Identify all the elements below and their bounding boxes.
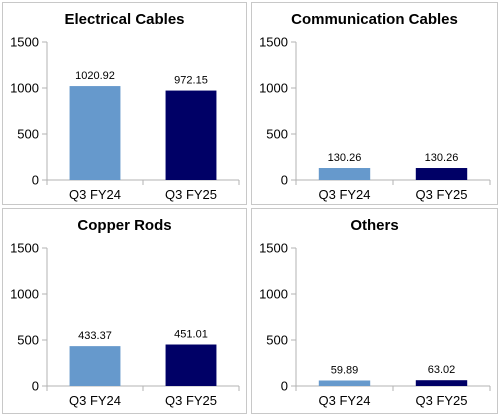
x-category-label: Q3 FY25 — [415, 393, 467, 408]
chart-title: Copper Rods — [77, 217, 171, 234]
data-label: 130.26 — [328, 152, 362, 164]
chart-svg-others: Others 0 500 1000 1500 59.89 Q3 FY24 63.02 Q3 FY… — [251, 208, 498, 414]
data-label: 451.01 — [174, 329, 208, 341]
y-tick-label: 500 — [17, 333, 39, 348]
x-category-label: Q3 FY24 — [69, 187, 121, 202]
y-tick-label: 0 — [32, 379, 39, 394]
x-category-label: Q3 FY24 — [318, 187, 370, 202]
panel-border — [251, 208, 498, 414]
bar-q3-fy25 — [165, 90, 217, 180]
bar-q3-fy24 — [318, 168, 371, 180]
chart-svg-copper-rods: Copper Rods 0 500 1000 1500 433.37 Q3 FY24 451.… — [2, 208, 247, 414]
y-tick-label: 1500 — [259, 35, 288, 50]
data-label: 433.37 — [78, 330, 112, 342]
bar-q3-fy24 — [69, 86, 121, 180]
bar-q3-fy25 — [415, 168, 468, 180]
y-tick-label: 1000 — [10, 287, 39, 302]
chart-title: Others — [350, 217, 398, 234]
y-tick-label: 500 — [266, 333, 288, 348]
y-tick-label: 0 — [32, 173, 39, 188]
x-category-label: Q3 FY25 — [415, 187, 467, 202]
bar-q3-fy24 — [318, 380, 371, 386]
data-label: 63.02 — [428, 364, 456, 376]
chart-title: Communication Cables — [291, 11, 458, 28]
data-label: 972.15 — [174, 75, 208, 87]
y-tick-label: 0 — [281, 173, 288, 188]
data-label: 59.89 — [331, 364, 359, 376]
y-tick-label: 1000 — [259, 81, 288, 96]
y-tick-label: 500 — [266, 127, 288, 142]
y-tick-label: 1000 — [259, 287, 288, 302]
x-category-label: Q3 FY24 — [318, 393, 370, 408]
chart-panel-others: Others 0 500 1000 1500 59.89 Q3 FY24 63.02 Q3 FY… — [251, 208, 498, 414]
y-tick-label: 0 — [281, 379, 288, 394]
bar-q3-fy25 — [415, 380, 468, 386]
data-label: 1020.92 — [75, 70, 115, 82]
bar-q3-fy24 — [69, 346, 121, 386]
chart-title: Electrical Cables — [64, 11, 184, 28]
x-category-label: Q3 FY24 — [69, 393, 121, 408]
chart-panel-electrical-cables: Electrical Cables 0 500 1000 1500 1020.92 Q3 F… — [2, 2, 247, 205]
y-tick-label: 1500 — [10, 241, 39, 256]
chart-panel-communication-cables: Communication Cables 0 500 1000 1500 130.26 Q3… — [251, 2, 498, 205]
y-tick-label: 500 — [17, 127, 39, 142]
y-tick-label: 1000 — [10, 81, 39, 96]
x-category-label: Q3 FY25 — [165, 393, 217, 408]
chart-svg-electrical-cables: Electrical Cables 0 500 1000 1500 1020.92 Q3 F… — [2, 2, 247, 205]
x-category-label: Q3 FY25 — [165, 187, 217, 202]
chart-panel-copper-rods: Copper Rods 0 500 1000 1500 433.37 Q3 FY24 451.… — [2, 208, 247, 414]
y-tick-label: 1500 — [259, 241, 288, 256]
bar-q3-fy25 — [165, 344, 217, 386]
chart-svg-communication-cables: Communication Cables 0 500 1000 1500 130.26 Q3… — [251, 2, 498, 205]
data-label: 130.26 — [425, 152, 459, 164]
y-tick-label: 1500 — [10, 35, 39, 50]
